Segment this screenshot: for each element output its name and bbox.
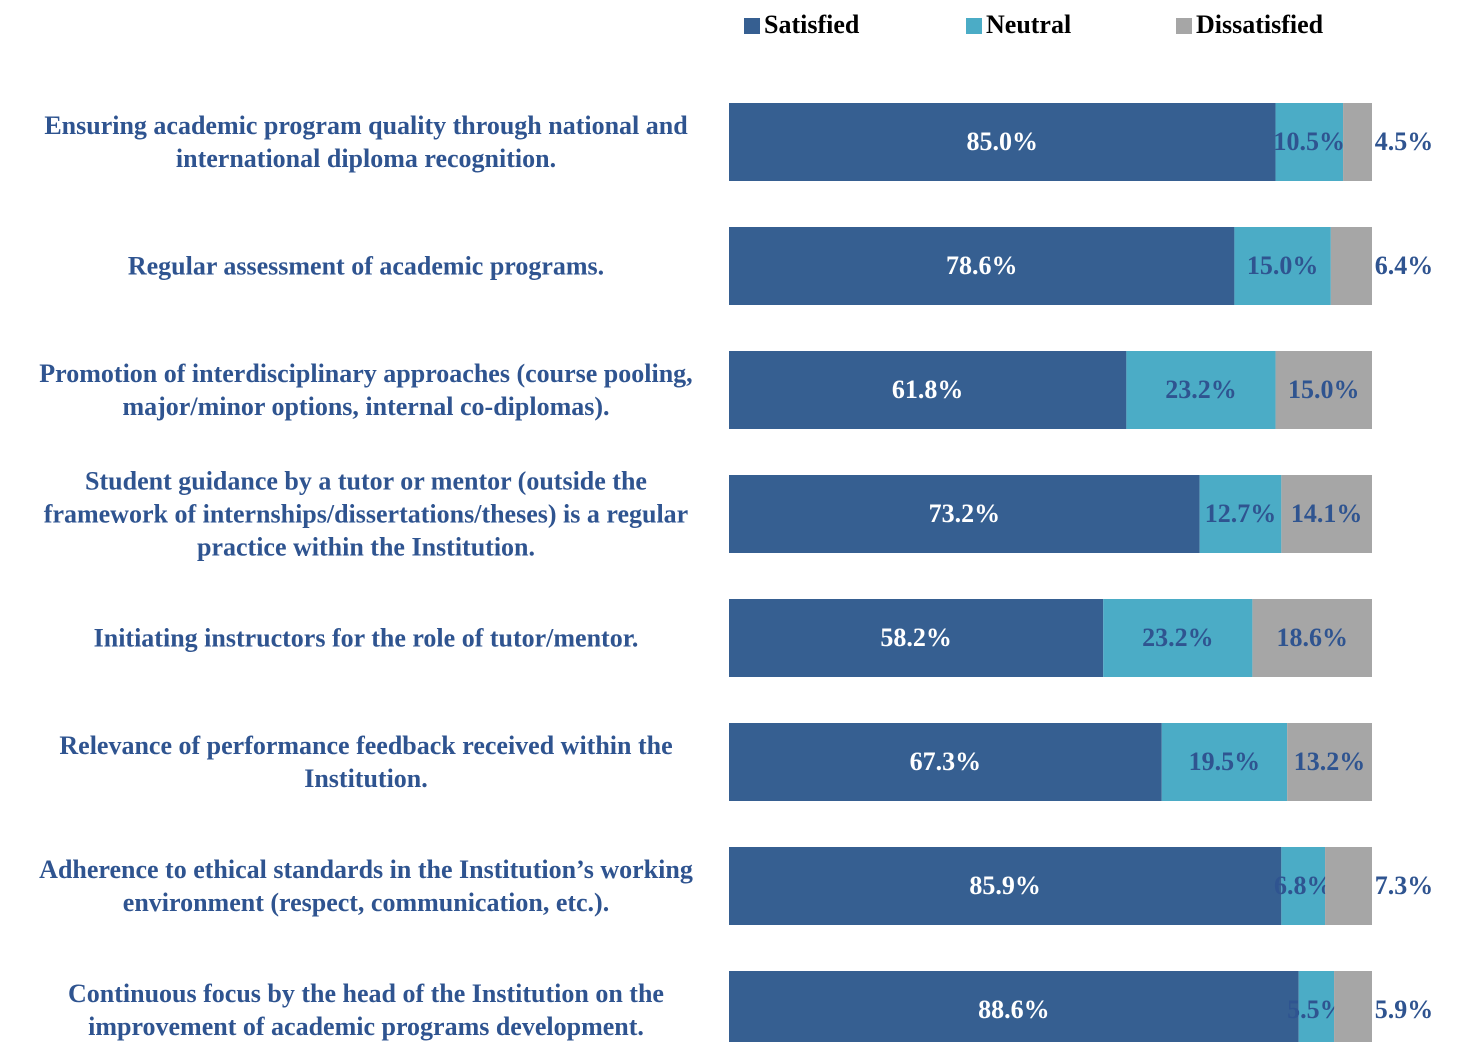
bar-segment <box>729 847 1282 925</box>
bar-segment <box>729 723 1162 801</box>
value-label: 10.5% <box>1274 127 1346 156</box>
bar-segment <box>1234 227 1331 305</box>
bar-segment <box>729 475 1200 553</box>
value-label: 67.3% <box>910 747 982 776</box>
bar-segment <box>1287 723 1372 801</box>
value-label: 58.2% <box>880 623 952 652</box>
legend-label: Satisfied <box>764 10 860 39</box>
value-label: 15.0% <box>1247 251 1319 280</box>
category-label: Relevance of performance feedback receiv… <box>59 731 673 793</box>
bar-segment <box>1103 599 1253 677</box>
value-label: 4.5% <box>1375 127 1434 156</box>
bar-segment <box>1343 103 1372 181</box>
value-label: 5.9% <box>1375 995 1434 1024</box>
value-label: 15.0% <box>1288 375 1360 404</box>
legend-swatch <box>744 18 760 34</box>
bar-segment <box>1161 723 1288 801</box>
value-label: 19.5% <box>1189 747 1261 776</box>
category-label: Promotion of interdisciplinary approache… <box>39 359 693 421</box>
value-label: 85.9% <box>969 871 1041 900</box>
category-label: Regular assessment of academic programs. <box>127 251 605 281</box>
bar-segment <box>1281 475 1372 553</box>
bar-segment <box>1252 599 1372 677</box>
value-label: 85.0% <box>967 127 1039 156</box>
value-label: 7.3% <box>1375 871 1434 900</box>
value-label: 14.1% <box>1291 499 1363 528</box>
value-label: 78.6% <box>946 251 1018 280</box>
value-label: 12.7% <box>1205 499 1277 528</box>
value-label: 61.8% <box>892 375 964 404</box>
bar-segment <box>729 351 1127 429</box>
bar-segment <box>1126 351 1276 429</box>
category-label: Initiating instructors for the role of t… <box>93 623 639 653</box>
bar-segment <box>1325 847 1372 925</box>
value-label: 6.8% <box>1274 871 1333 900</box>
category-label: Adherence to ethical standards in the In… <box>39 855 693 917</box>
bar-segment <box>729 103 1276 181</box>
bar-segment <box>1275 351 1372 429</box>
category-label: Student guidance by a tutor or mentor (o… <box>43 466 689 562</box>
legend-label: Neutral <box>986 10 1071 39</box>
bar-segment <box>1330 227 1372 305</box>
bar-segment <box>1281 847 1326 925</box>
value-label: 13.2% <box>1294 747 1366 776</box>
category-label: Continuous focus by the head of the Inst… <box>68 979 664 1041</box>
value-label: 23.2% <box>1165 375 1237 404</box>
legend-label: Dissatisfied <box>1196 10 1324 39</box>
bar-segment <box>1199 475 1282 553</box>
value-label: 23.2% <box>1142 623 1214 652</box>
bar-segment <box>1334 971 1372 1042</box>
legend-swatch <box>1176 18 1192 34</box>
value-label: 6.4% <box>1375 251 1434 280</box>
bar-segment <box>729 227 1235 305</box>
value-label: 18.6% <box>1276 623 1348 652</box>
value-label: 73.2% <box>929 499 1001 528</box>
bar-segment <box>1275 103 1344 181</box>
bar-segment <box>729 971 1299 1042</box>
bar-segment <box>1298 971 1335 1042</box>
legend-swatch <box>966 18 982 34</box>
category-label: Ensuring academic program quality throug… <box>44 111 688 173</box>
bar-segment <box>729 599 1104 677</box>
value-label: 88.6% <box>978 995 1050 1024</box>
